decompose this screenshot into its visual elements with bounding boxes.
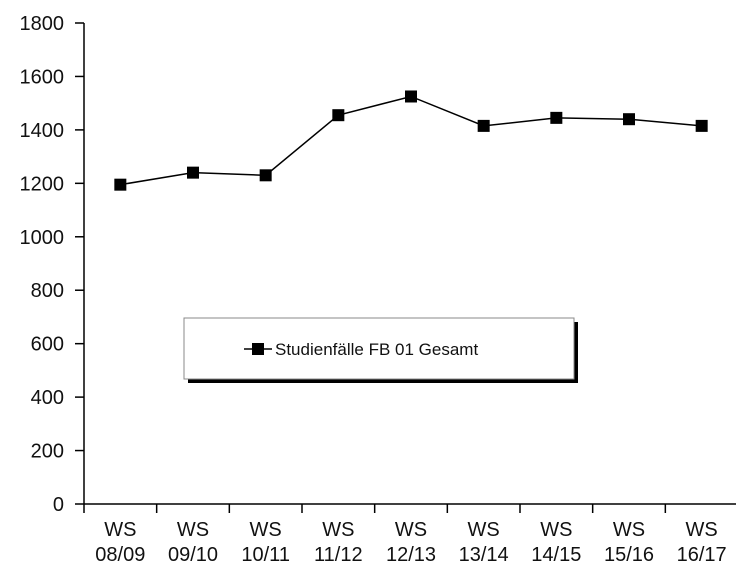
y-tick-label: 1400: [20, 120, 65, 142]
x-tick-label: WS 11/12: [314, 519, 363, 566]
y-tick-label: 600: [31, 334, 64, 356]
y-tick-label: 400: [31, 387, 64, 409]
y-tick-label: 800: [31, 280, 64, 302]
x-tick-label: WS 14/15: [531, 519, 581, 566]
x-tick-label: WS 15/16: [604, 519, 654, 566]
legend-label: Studienfälle FB 01 Gesamt: [275, 340, 478, 359]
data-point-marker: [550, 111, 563, 124]
data-point-marker: [259, 169, 272, 182]
data-point-marker: [695, 119, 708, 132]
y-tick-label: 1200: [20, 173, 65, 195]
data-point-marker: [332, 109, 345, 122]
x-tick-label: WS 08/09: [95, 519, 145, 566]
x-tick-label: WS 12/13: [386, 519, 436, 566]
legend-marker-square: [252, 343, 264, 355]
x-tick-label: WS 16/17: [677, 519, 727, 566]
y-tick-label: 1600: [20, 66, 65, 88]
data-point-marker: [114, 178, 127, 191]
data-point-marker: [477, 119, 490, 132]
y-tick-label: 200: [31, 441, 64, 463]
series-layer: [114, 90, 708, 191]
x-axis: WS 08/09 WS 09/10 WS 10/11 WS 11/12 WS 12/13 WS 13/…: [83, 503, 736, 566]
x-tick-label: WS 09/10: [168, 519, 218, 566]
y-tick-label: 1800: [20, 13, 65, 35]
x-tick-label: WS 13/14: [459, 519, 509, 566]
series-line: [120, 95, 702, 186]
y-tick-label: 0: [53, 494, 64, 516]
y-axis: 0 200 400 600 800 1000 1200 1400 1600 1800: [20, 13, 85, 516]
legend: Studienfälle FB 01 Gesamt: [183, 317, 578, 383]
data-point-marker: [623, 113, 635, 126]
y-tick-label: 1000: [20, 227, 65, 249]
x-tick-label: WS 10/11: [241, 519, 290, 566]
data-point-marker: [187, 166, 199, 179]
data-point-marker: [405, 90, 417, 103]
